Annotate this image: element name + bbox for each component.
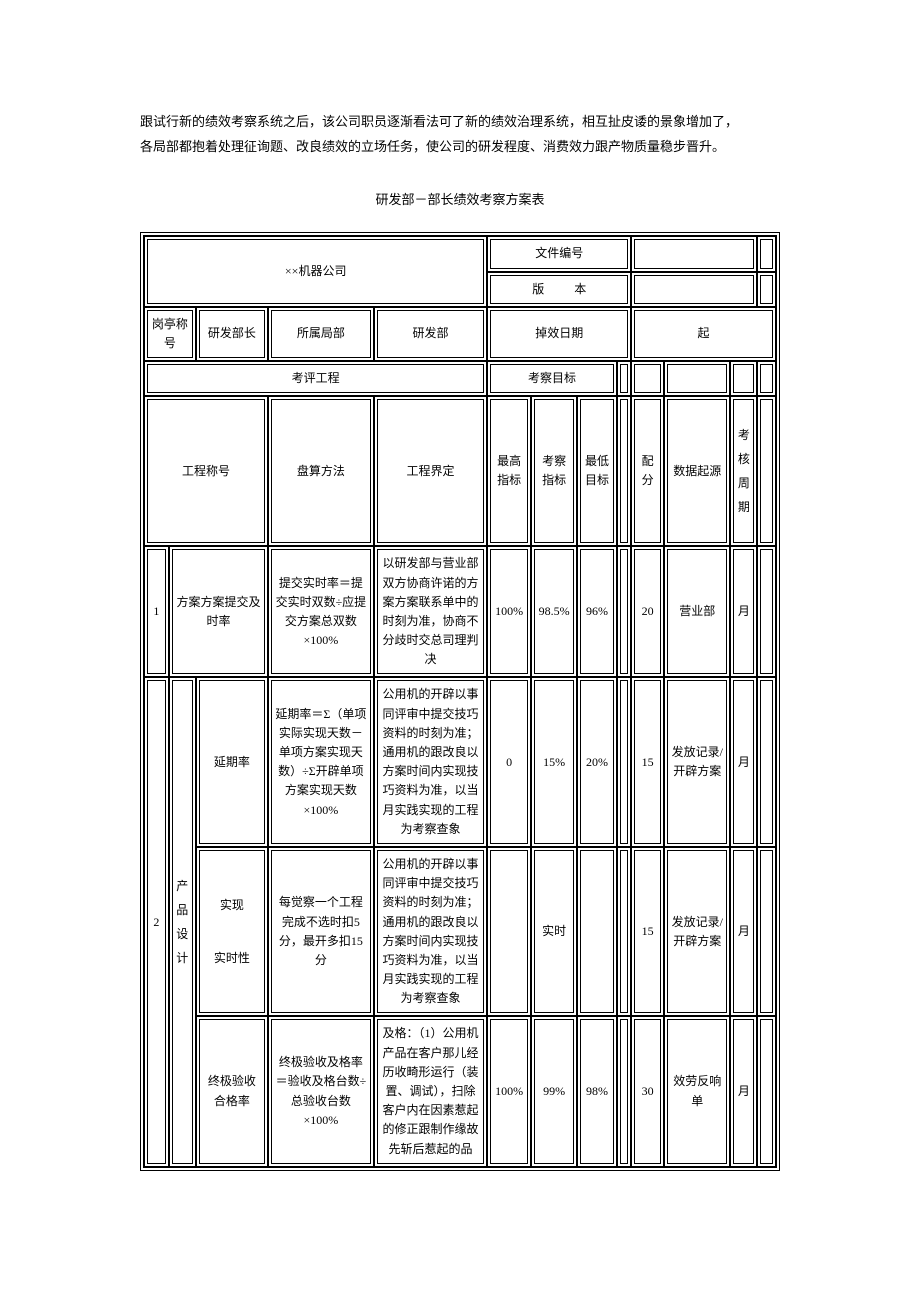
r1-calc: 提交实时率＝提交实时双数÷应提交方案总双数×100% xyxy=(268,546,374,677)
r2c-name: 终极验收合格率 xyxy=(196,1016,268,1166)
th-calc: 盘算方法 xyxy=(268,396,374,546)
r1-no: 1 xyxy=(144,546,169,677)
th-min: 最低目标 xyxy=(577,396,616,546)
edge-cell-4 xyxy=(757,396,776,546)
r2a-name: 延期率 xyxy=(196,677,268,847)
r1-name: 方案方案提交及时率 xyxy=(169,546,268,677)
th-cycle-text: 考核周期 xyxy=(738,423,750,519)
r2c-min: 98% xyxy=(577,1016,616,1166)
edge-cell-3 xyxy=(757,361,776,396)
r2a-min: 20% xyxy=(577,677,616,847)
r2a-def: 公用机的开辟以事同评审中提交技巧资料的时刻为准；通用机的跟改良以方案时间内实现技… xyxy=(374,677,488,847)
r1-cycle: 月 xyxy=(730,546,757,677)
eval-project-label: 考评工程 xyxy=(144,361,487,396)
intro-line-1: 跟试行新的绩效考察系统之后，该公司职员逐渐看法可了新的绩效治理系统，相互扯皮诿的… xyxy=(140,110,780,135)
r2c-blank xyxy=(617,1016,631,1166)
edge-cell-5 xyxy=(757,546,776,677)
table-title: 研发部－部长绩效考察方案表 xyxy=(140,189,780,208)
r2b-def: 公用机的开辟以事同评审中提交技巧资料的时刻为准；通用机的跟改良以方案时间内实现技… xyxy=(374,847,488,1017)
r2b-name-text: 实现实时性 xyxy=(214,892,250,971)
kpi-table: ××机器公司 文件编号 版 本 岗亭称号 研发部长 所属局部 研发部 掉效日期 … xyxy=(140,232,780,1170)
r2b-name: 实现实时性 xyxy=(196,847,268,1017)
r2a-blank xyxy=(617,677,631,847)
blank-c xyxy=(664,361,730,396)
r2b-blank xyxy=(617,847,631,1017)
r2b-min xyxy=(577,847,616,1017)
version-l2: 本 xyxy=(574,282,586,296)
th-idx: 考察指标 xyxy=(531,396,578,546)
r1-blank xyxy=(617,546,631,677)
r2b-score: 15 xyxy=(631,847,664,1017)
blank-b xyxy=(631,361,664,396)
edge-cell-7 xyxy=(757,847,776,1017)
edge-cell-1 xyxy=(757,236,776,271)
th-blank xyxy=(617,396,631,546)
r2b-idx: 实时 xyxy=(531,847,578,1017)
th-name: 工程称号 xyxy=(144,396,268,546)
r2c-idx: 99% xyxy=(531,1016,578,1166)
th-def: 工程界定 xyxy=(374,396,488,546)
r2c-score: 30 xyxy=(631,1016,664,1166)
r1-idx: 98.5% xyxy=(531,546,578,677)
r2c-src: 效劳反响单 xyxy=(664,1016,730,1166)
r2a-src: 发放记录/开辟方案 xyxy=(664,677,730,847)
r1-min: 96% xyxy=(577,546,616,677)
doc-no-value xyxy=(631,236,757,271)
r1-src: 营业部 xyxy=(664,546,730,677)
r2-group-text: 产品设计 xyxy=(176,874,188,970)
r2a-cycle: 月 xyxy=(730,677,757,847)
dept-value: 研发部 xyxy=(374,307,488,361)
r1-def: 以研发部与营业部双方协商许诺的方案方案联系单中的时刻为准，协商不分歧时交总司理判… xyxy=(374,546,488,677)
r2-no: 2 xyxy=(144,677,169,1166)
r2a-max: 0 xyxy=(487,677,530,847)
blank-a xyxy=(617,361,631,396)
company-cell: ××机器公司 xyxy=(144,236,487,306)
intro-text: 跟试行新的绩效考察系统之后，该公司职员逐渐看法可了新的绩效治理系统，相互扯皮诿的… xyxy=(140,110,780,159)
dept-label: 所属局部 xyxy=(268,307,374,361)
th-src: 数据起源 xyxy=(664,396,730,546)
r2-group: 产品设计 xyxy=(169,677,196,1166)
post-label: 岗亭称号 xyxy=(144,307,196,361)
r2b-calc: 每觉察一个工程完成不选时扣5分，最开多扣15分 xyxy=(268,847,374,1017)
th-score: 配分 xyxy=(631,396,664,546)
intro-line-2: 各局部都抱着处理征询题、改良绩效的立场任务，使公司的研发程度、消费效力跟产物质量… xyxy=(140,135,780,160)
r2b-cycle: 月 xyxy=(730,847,757,1017)
r2a-score: 15 xyxy=(631,677,664,847)
r2a-idx: 15% xyxy=(531,677,578,847)
edge-cell-8 xyxy=(757,1016,776,1166)
r2c-cycle: 月 xyxy=(730,1016,757,1166)
th-max: 最高指标 xyxy=(487,396,530,546)
post-value: 研发部长 xyxy=(196,307,268,361)
version-label: 版 本 xyxy=(487,272,631,307)
r1-score: 20 xyxy=(631,546,664,677)
eval-target-label: 考察目标 xyxy=(487,361,616,396)
eff-date-value: 起 xyxy=(631,307,776,361)
th-cycle: 考核周期 xyxy=(730,396,757,546)
r2c-calc: 终极验收及格率＝验收及格台数÷总验收台数×100% xyxy=(268,1016,374,1166)
version-value xyxy=(631,272,757,307)
doc-no-label: 文件编号 xyxy=(487,236,631,271)
edge-cell-2 xyxy=(757,272,776,307)
eff-date-label: 掉效日期 xyxy=(487,307,631,361)
r1-max: 100% xyxy=(487,546,530,677)
r2c-def: 及格：（1）公用机产品在客户那儿经历收畸形运行（装置、调试），扫除客户内在因素惹… xyxy=(374,1016,488,1166)
r2b-max xyxy=(487,847,530,1017)
r2c-max: 100% xyxy=(487,1016,530,1166)
blank-d xyxy=(730,361,757,396)
r2a-calc: 延期率＝Σ（单项实际实现天数－单项方案实现天数）÷Σ开辟单项方案实现天数×100… xyxy=(268,677,374,847)
edge-cell-6 xyxy=(757,677,776,847)
r2b-src: 发放记录/开辟方案 xyxy=(664,847,730,1017)
version-l1: 版 xyxy=(532,282,544,296)
